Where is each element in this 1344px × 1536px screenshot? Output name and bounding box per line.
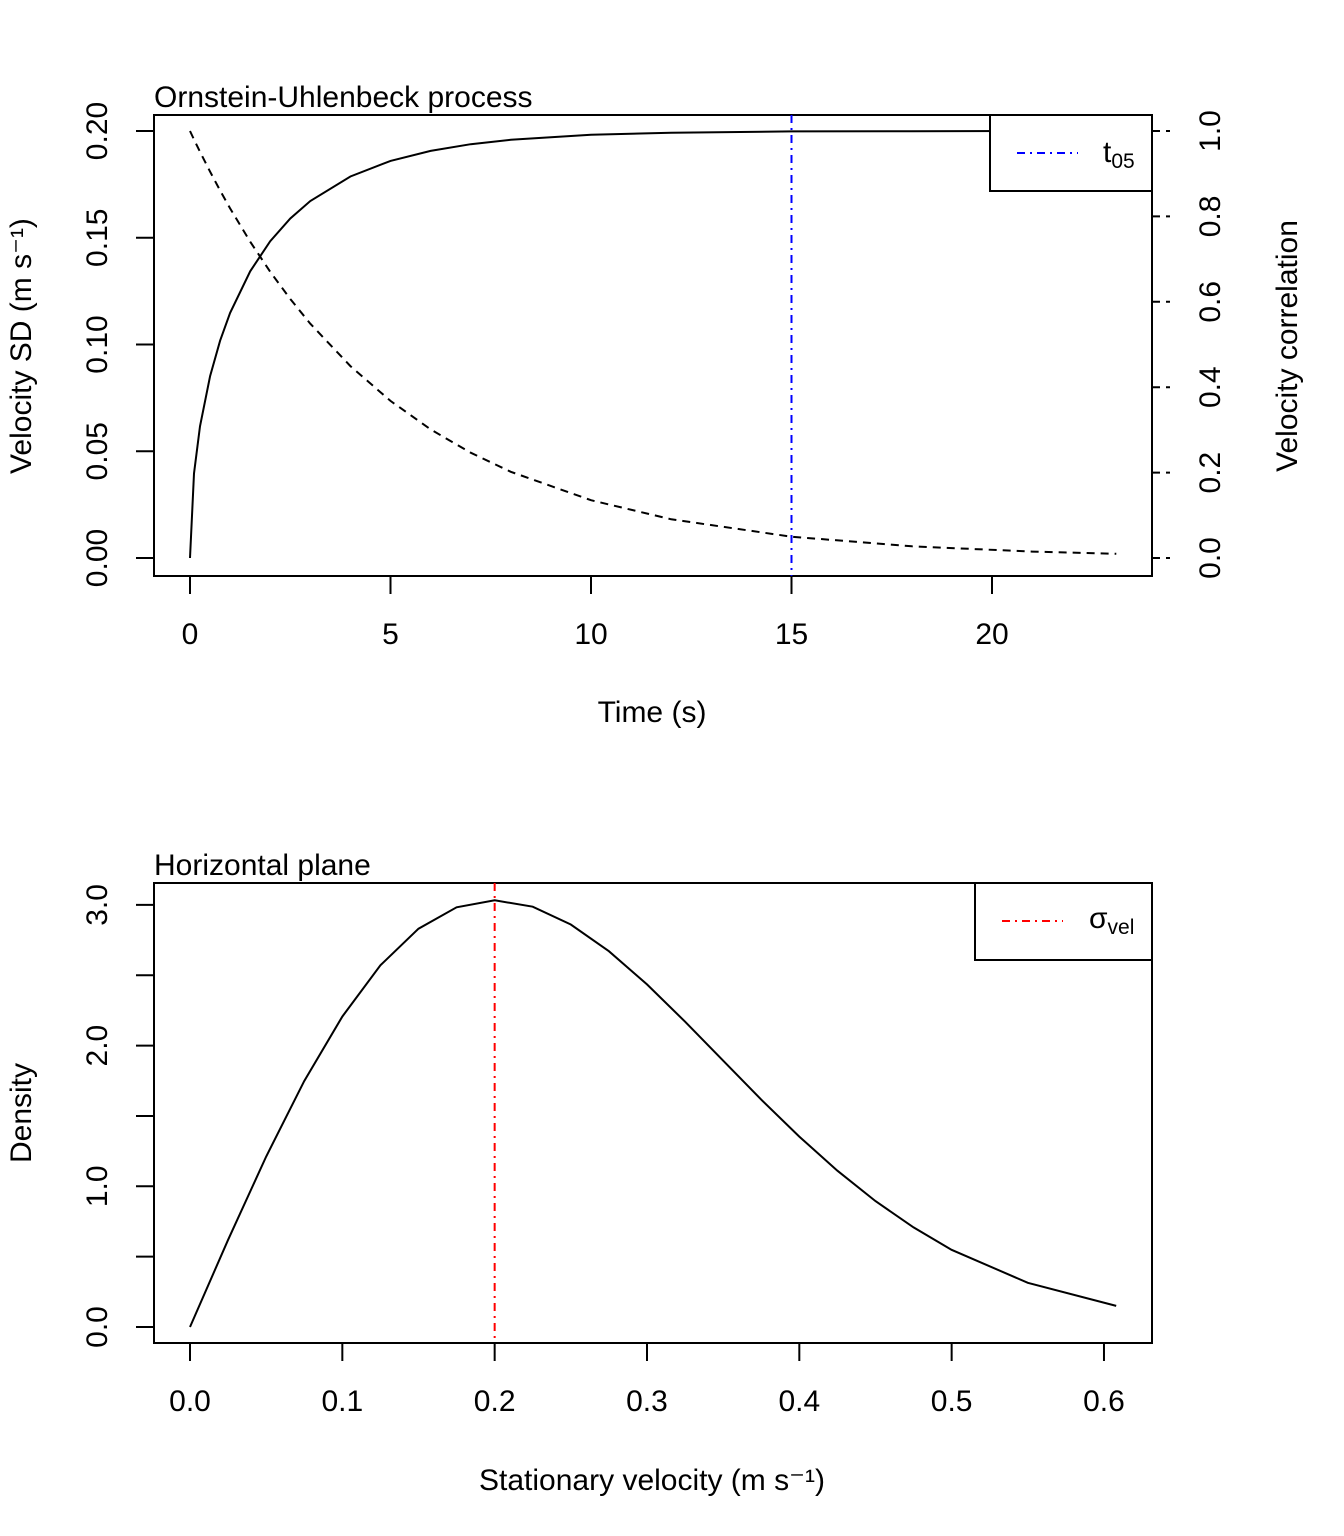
x-tick-label: 0.2 (474, 1385, 516, 1418)
right-y-tick-label: 1.0 (1194, 110, 1227, 152)
y-tick-label: 1.0 (81, 1165, 114, 1207)
right-y-tick-label: 0.2 (1194, 452, 1227, 494)
top-x-label: Time (s) (598, 696, 707, 729)
right-y-tick-label: 0.8 (1194, 196, 1227, 238)
x-tick-label: 15 (775, 618, 808, 651)
bottom-plot-frame (153, 882, 1153, 1344)
x-tick-label: 20 (975, 618, 1008, 651)
series-line-velocity-correlation (189, 130, 1117, 555)
right-y-tick-label: 0.6 (1194, 281, 1227, 323)
x-tick-label: 0.1 (321, 1385, 363, 1418)
right-y-tick-label: 0.0 (1194, 537, 1227, 579)
top-panel: Ornstein-Uhlenbeck process 0 5 10 15 200.000… (5, 81, 1304, 729)
bottom-legend-label: σvel (1089, 902, 1134, 939)
x-tick-label: 10 (574, 618, 607, 651)
series-line-density (189, 899, 1117, 1328)
top-y-label: Velocity SD (m s⁻¹) (5, 218, 38, 474)
bottom-x-label: Stationary velocity (m s⁻¹) (479, 1464, 825, 1497)
bottom-y-label: Density (5, 1063, 38, 1163)
y-tick-label: 2.0 (81, 1025, 114, 1067)
x-tick-label: 0.0 (169, 1385, 211, 1418)
y-tick-label: 0.00 (81, 529, 114, 587)
x-tick-label: 0.5 (931, 1385, 973, 1418)
legend-sub: 05 (1111, 150, 1134, 173)
top-legend-label: t05 (1103, 136, 1135, 173)
legend-sub: vel (1108, 916, 1135, 939)
bottom-panel: Horizontal plane 0.0 0.1 0.2 0.3 0.4 0.5 0.6 0.… (5, 849, 1153, 1497)
series-line-velocity-sd (189, 130, 1117, 559)
bottom-title: Horizontal plane (154, 849, 371, 882)
x-tick-label: 5 (382, 618, 399, 651)
legend-main: t (1103, 136, 1112, 169)
y-tick-label: 0.05 (81, 422, 114, 480)
y-tick-label: 3.0 (81, 884, 114, 926)
x-tick-label: 0 (182, 618, 199, 651)
right-y-tick-label: 0.4 (1194, 366, 1227, 408)
x-tick-label: 0.4 (778, 1385, 820, 1418)
y-tick-label: 0.20 (81, 102, 114, 160)
x-tick-label: 0.3 (626, 1385, 668, 1418)
x-tick-label: 0.6 (1083, 1385, 1125, 1418)
top-title: Ornstein-Uhlenbeck process (154, 81, 533, 114)
y-tick-label: 0.15 (81, 209, 114, 267)
y-tick-label: 0.10 (81, 315, 114, 373)
top-y-right-label: Velocity correlation (1271, 220, 1304, 472)
legend-main: σ (1089, 902, 1108, 935)
y-tick-label: 0.0 (81, 1306, 114, 1348)
